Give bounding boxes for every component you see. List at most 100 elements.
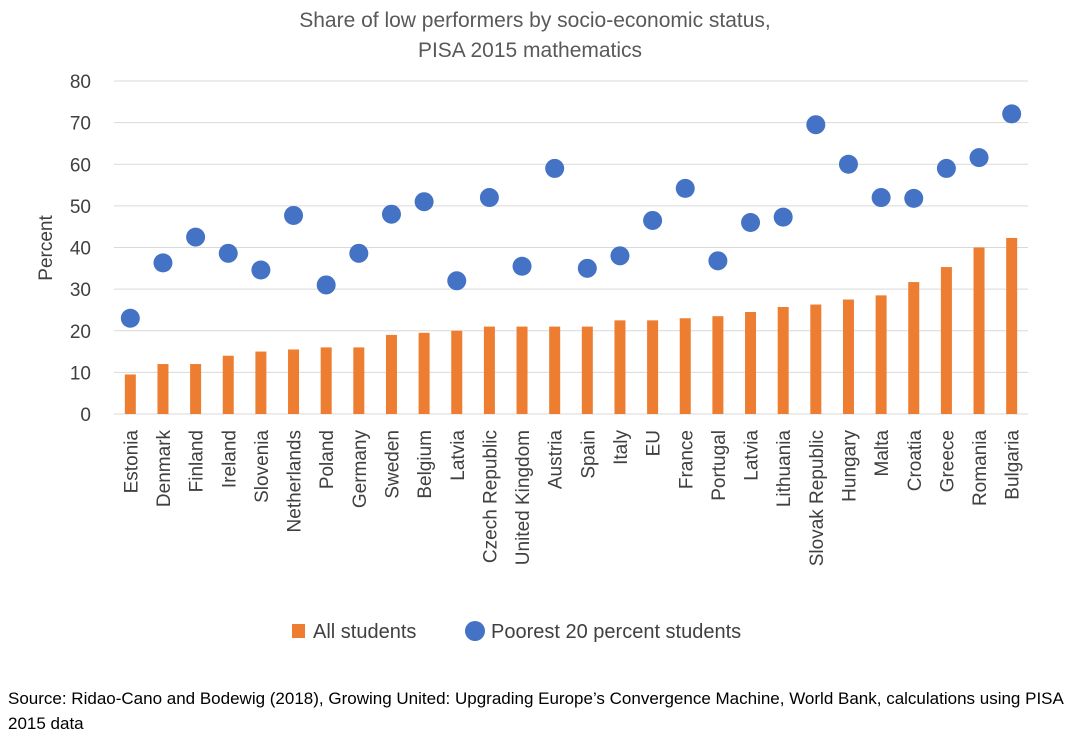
point-poorest-20 bbox=[512, 256, 532, 276]
point-poorest-20 bbox=[806, 115, 826, 135]
x-tick-label: Hungary bbox=[839, 430, 860, 502]
x-tick-label: Denmark bbox=[154, 430, 175, 508]
point-poorest-20 bbox=[741, 213, 761, 233]
scatter-series bbox=[120, 104, 1022, 328]
x-tick-label: Finland bbox=[187, 430, 208, 492]
x-tick-label: Romania bbox=[970, 430, 991, 506]
x-tick-label: Germany bbox=[350, 430, 371, 509]
point-poorest-20 bbox=[708, 251, 728, 271]
y-tick-label: 50 bbox=[70, 197, 91, 218]
bar-all-students bbox=[483, 326, 495, 414]
bar-all-students bbox=[875, 295, 887, 414]
bar-all-students bbox=[581, 326, 593, 414]
bar-all-students bbox=[549, 326, 561, 414]
point-poorest-20 bbox=[969, 148, 989, 168]
point-poorest-20 bbox=[447, 271, 467, 291]
x-tick-label: EU bbox=[644, 430, 665, 456]
point-poorest-20 bbox=[414, 192, 434, 212]
bar-all-students bbox=[418, 332, 430, 414]
x-tick-label: Bulgaria bbox=[1003, 430, 1024, 500]
x-tick-label: Latvia bbox=[742, 430, 763, 481]
bar-all-students bbox=[320, 347, 332, 414]
x-tick-label: Italy bbox=[611, 430, 632, 465]
x-tick-label: Spain bbox=[578, 430, 599, 479]
point-poorest-20 bbox=[479, 188, 499, 208]
bar-all-students bbox=[940, 267, 952, 414]
bar-all-students bbox=[385, 334, 397, 414]
bar-all-students bbox=[1006, 237, 1018, 414]
y-axis-ticks: 0 10 20 30 40 50 60 70 80 bbox=[70, 72, 91, 426]
bar-all-students bbox=[908, 282, 920, 414]
point-poorest-20 bbox=[610, 246, 630, 266]
bar-all-students bbox=[255, 351, 267, 414]
x-tick-label: Malta bbox=[872, 430, 893, 477]
point-poorest-20 bbox=[838, 154, 858, 174]
x-tick-label: Ireland bbox=[219, 430, 240, 488]
bar-all-students bbox=[679, 318, 691, 414]
point-poorest-20 bbox=[251, 260, 271, 280]
point-poorest-20 bbox=[577, 258, 597, 278]
point-poorest-20 bbox=[773, 207, 793, 227]
bar-all-students bbox=[124, 374, 136, 414]
legend-label-all-students: All students bbox=[313, 621, 416, 643]
x-tick-label: Latvia bbox=[448, 430, 469, 481]
legend: All students Poorest 20 percent students bbox=[292, 621, 741, 643]
point-poorest-20 bbox=[218, 243, 238, 263]
gridlines bbox=[114, 80, 1028, 415]
x-axis-ticks: Estonia Denmark Finland Ireland Slovenia Neth… bbox=[121, 430, 1023, 567]
legend-swatch-all-students bbox=[292, 624, 305, 638]
bar-all-students bbox=[842, 299, 854, 414]
point-poorest-20 bbox=[871, 188, 891, 208]
bar-all-students bbox=[777, 307, 789, 414]
x-tick-label: Poland bbox=[317, 430, 338, 489]
x-tick-label: Portugal bbox=[709, 430, 730, 501]
point-poorest-20 bbox=[153, 253, 173, 273]
chart-title-line-2: PISA 2015 mathematics bbox=[418, 39, 642, 62]
point-poorest-20 bbox=[349, 243, 369, 263]
point-poorest-20 bbox=[545, 158, 565, 178]
bar-all-students bbox=[190, 364, 202, 414]
x-tick-label: Belgium bbox=[415, 430, 436, 499]
x-tick-label: United Kingdom bbox=[513, 430, 534, 565]
bar-all-students bbox=[810, 304, 822, 414]
x-tick-label: Slovenia bbox=[252, 430, 273, 503]
bar-all-students bbox=[222, 355, 234, 414]
bar-all-students bbox=[712, 316, 724, 414]
bar-all-students bbox=[157, 364, 169, 414]
x-tick-label: Greece bbox=[937, 430, 958, 492]
point-poorest-20 bbox=[284, 205, 304, 225]
bar-all-students bbox=[973, 247, 985, 414]
y-tick-label: 30 bbox=[70, 280, 91, 301]
point-poorest-20 bbox=[120, 308, 140, 328]
bar-all-students bbox=[614, 320, 626, 414]
point-poorest-20 bbox=[643, 210, 663, 230]
bar-all-students bbox=[516, 326, 528, 414]
y-tick-label: 60 bbox=[70, 155, 91, 176]
x-tick-label: France bbox=[676, 430, 697, 489]
source-note: Source: Ridao-Cano and Bodewig (2018), G… bbox=[8, 689, 1063, 733]
bar-all-students bbox=[647, 320, 659, 414]
x-tick-label: Croatia bbox=[905, 430, 926, 492]
point-poorest-20 bbox=[936, 158, 956, 178]
point-poorest-20 bbox=[186, 227, 206, 247]
x-tick-label: Austria bbox=[546, 430, 567, 490]
bar-series bbox=[124, 237, 1018, 414]
x-tick-label: Czech Republic bbox=[480, 430, 501, 563]
y-tick-label: 70 bbox=[70, 114, 91, 135]
x-tick-label: Netherlands bbox=[285, 430, 306, 532]
legend-swatch-poorest-20 bbox=[465, 621, 485, 641]
point-poorest-20 bbox=[1002, 104, 1022, 124]
point-poorest-20 bbox=[381, 204, 401, 224]
bar-all-students bbox=[745, 312, 757, 414]
x-tick-label: Lithuania bbox=[774, 430, 795, 508]
x-tick-label: Estonia bbox=[121, 430, 142, 494]
bar-all-students bbox=[288, 349, 300, 414]
x-tick-label: Slovak Republic bbox=[807, 430, 828, 566]
y-axis-label: Percent bbox=[36, 215, 57, 281]
y-tick-label: 40 bbox=[70, 239, 91, 260]
point-poorest-20 bbox=[316, 275, 336, 295]
x-tick-label: Sweden bbox=[382, 430, 403, 499]
point-poorest-20 bbox=[675, 178, 695, 198]
y-tick-label: 10 bbox=[70, 363, 91, 384]
